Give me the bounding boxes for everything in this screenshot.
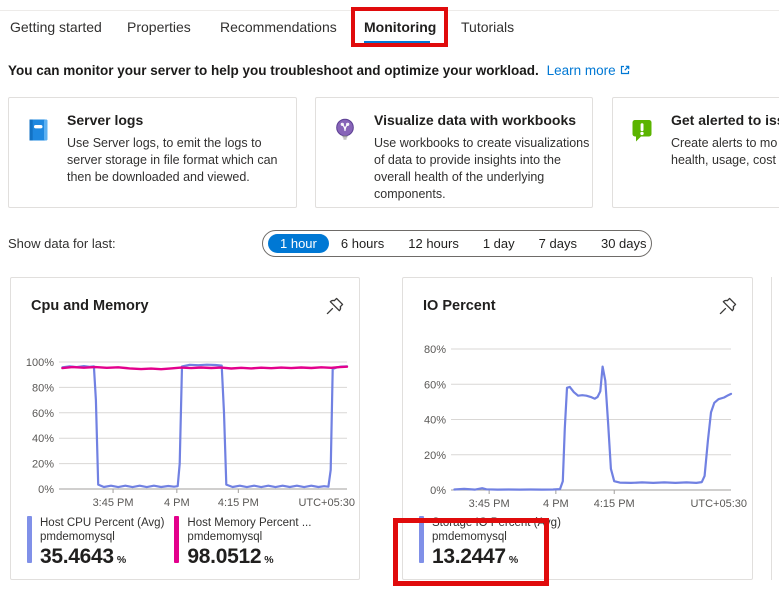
intro-text: You can monitor your server to help you … (8, 63, 631, 78)
chart-title: IO Percent (423, 298, 496, 314)
server-logs-icon (25, 117, 51, 143)
svg-text:40%: 40% (32, 433, 54, 445)
svg-text:20%: 20% (32, 459, 54, 471)
chart-card-cpu-memory: Cpu and Memory 0% 20% 40% 60% 80% 100% 3:45 PM… (10, 277, 360, 580)
svg-text:4:15 PM: 4:15 PM (594, 498, 635, 510)
legend-value: 98.0512% (187, 545, 274, 568)
card-server-logs[interactable]: Server logs Use Server logs, to emit the… (8, 97, 297, 208)
legend-value: 13.2447% (432, 545, 519, 568)
pin-icon[interactable] (325, 296, 345, 316)
svg-text:4:15 PM: 4:15 PM (218, 497, 259, 509)
card-text: then be downloaded and viewed. (67, 170, 250, 184)
cpu-memory-legend: Host CPU Percent (Avg) pmdemomysql 35.46… (27, 516, 311, 569)
card-text: Use Server logs, to emit the logs to (67, 136, 262, 150)
time-range-7-days[interactable]: 7 days (538, 236, 577, 251)
card-title: Server logs (67, 112, 144, 128)
svg-text:100%: 100% (26, 357, 54, 369)
tab-properties[interactable]: Properties (127, 19, 191, 35)
legend-color-bar (174, 516, 180, 563)
svg-text:3:45 PM: 3:45 PM (93, 497, 134, 509)
partial-chart-card (771, 277, 779, 580)
chart-card-io-percent: IO Percent 0% 20% 40% 60% 80% 3:45 PM 4 PM 4:15… (402, 277, 753, 580)
active-tab-underline (364, 41, 430, 44)
svg-text:60%: 60% (32, 408, 54, 420)
top-divider (0, 10, 779, 11)
svg-text:40%: 40% (424, 415, 446, 427)
learn-more-link[interactable]: Learn more (547, 63, 631, 78)
card-text: health, usage, cost (671, 153, 776, 167)
svg-text:0%: 0% (430, 485, 446, 497)
svg-text:80%: 80% (424, 344, 446, 356)
svg-text:UTC+05:30: UTC+05:30 (690, 498, 747, 510)
card-text: components. (374, 187, 446, 201)
legend-color-bar (27, 516, 32, 563)
pin-icon[interactable] (718, 296, 738, 316)
card-alerts[interactable]: Get alerted to iss Create alerts to mo h… (612, 97, 779, 208)
card-text: Create alerts to mo (671, 136, 778, 150)
time-range-30-days[interactable]: 30 days (600, 236, 647, 251)
legend-resource: pmdemomysql (187, 531, 263, 543)
svg-text:80%: 80% (32, 382, 54, 394)
legend-resource: pmdemomysql (432, 531, 507, 543)
time-range-selector: 1 hour 6 hours 12 hours 1 day 7 days 30 … (262, 230, 652, 257)
tab-getting-started[interactable]: Getting started (10, 19, 102, 35)
tab-tutorials[interactable]: Tutorials (461, 19, 515, 35)
svg-text:60%: 60% (424, 379, 446, 391)
svg-text:20%: 20% (424, 450, 446, 462)
card-text: overall health of the underlying (374, 170, 545, 184)
time-range-1-hour[interactable]: 1 hour (268, 234, 329, 253)
card-workbooks[interactable]: Visualize data with workbooks Use workbo… (315, 97, 593, 208)
svg-text:4 PM: 4 PM (164, 497, 190, 509)
cpu-memory-chart[interactable]: 0% 20% 40% 60% 80% 100% 3:45 PM 4 PM 4:15 PM UTC+… (13, 335, 359, 520)
time-range-12-hours[interactable]: 12 hours (408, 236, 459, 251)
external-link-icon (620, 65, 629, 75)
card-text: of data to provide insights into the (374, 153, 561, 167)
card-text: Use workbooks to create visualizations (374, 136, 590, 150)
workbooks-icon (332, 117, 358, 143)
legend-storage-io[interactable]: Storage IO Percent (Avg) pmdemomysql 13.… (419, 516, 561, 569)
legend-metric-name: Storage IO Percent (Avg) (432, 517, 561, 529)
legend-host-memory[interactable]: Host Memory Percent ... pmdemomysql 98.0… (174, 516, 311, 569)
learn-more-label: Learn more (546, 63, 616, 78)
io-percent-chart[interactable]: 0% 20% 40% 60% 80% 3:45 PM 4 PM 4:15 PM UTC+05:3… (405, 335, 751, 520)
tab-monitoring[interactable]: Monitoring (364, 19, 437, 35)
legend-color-bar (419, 516, 424, 563)
chart-title: Cpu and Memory (31, 298, 149, 314)
legend-host-cpu[interactable]: Host CPU Percent (Avg) pmdemomysql 35.46… (27, 516, 164, 569)
intro-bold-text: You can monitor your server to help you … (8, 63, 539, 78)
svg-text:UTC+05:30: UTC+05:30 (298, 497, 355, 509)
card-text: server storage in file format which can (67, 153, 278, 167)
io-percent-legend: Storage IO Percent (Avg) pmdemomysql 13.… (419, 516, 561, 569)
show-data-label: Show data for last: (8, 236, 116, 251)
legend-value: 35.4643% (40, 545, 127, 568)
svg-text:4 PM: 4 PM (543, 498, 569, 510)
legend-metric-name: Host Memory Percent ... (187, 517, 312, 529)
svg-text:3:45 PM: 3:45 PM (469, 498, 510, 510)
time-range-6-hours[interactable]: 6 hours (340, 236, 385, 251)
time-range-1-day[interactable]: 1 day (482, 236, 515, 251)
card-title: Visualize data with workbooks (374, 112, 577, 128)
alerts-icon (629, 117, 655, 143)
legend-metric-name: Host CPU Percent (Avg) (40, 517, 165, 529)
tab-recommendations[interactable]: Recommendations (220, 19, 337, 35)
svg-text:0%: 0% (38, 484, 54, 496)
legend-resource: pmdemomysql (40, 531, 115, 543)
card-title: Get alerted to iss (671, 112, 779, 128)
